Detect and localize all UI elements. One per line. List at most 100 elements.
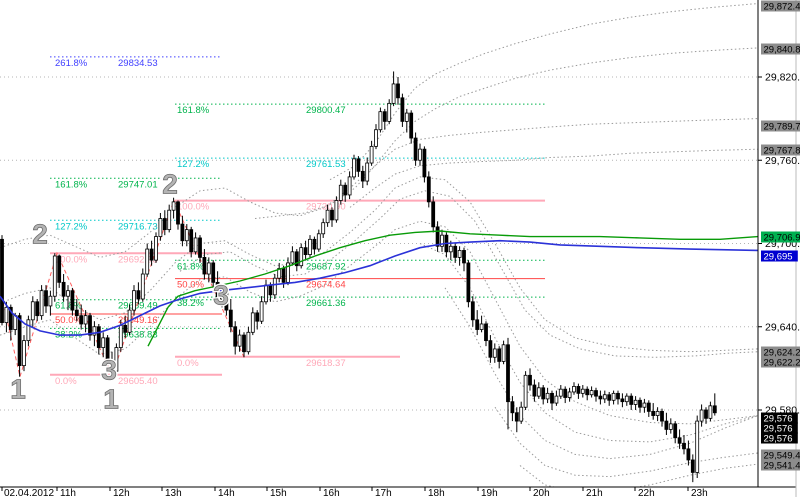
candle-bear xyxy=(550,392,554,404)
candle-bull xyxy=(193,237,198,253)
candle-bear xyxy=(466,262,471,303)
candle-bull xyxy=(699,409,704,422)
wave-number-halo: 1 xyxy=(10,373,26,404)
price-badge-label: 29,706.9 xyxy=(764,233,800,244)
candle-bull xyxy=(184,229,189,242)
candle-bull xyxy=(83,315,88,325)
hour-label: 18h xyxy=(428,488,445,497)
candle-bull xyxy=(378,111,383,131)
candle-bear xyxy=(638,399,642,408)
candle-bull xyxy=(589,390,594,396)
fib-level-value-label: 29834.53 xyxy=(118,58,158,69)
wave-number: 3 xyxy=(101,354,117,385)
candle-bull xyxy=(655,410,660,416)
fib-level-value-label: 29638.83 xyxy=(118,329,158,340)
candle-bull xyxy=(101,337,106,348)
candle-bear xyxy=(96,326,101,348)
band-mid-1 xyxy=(0,176,758,353)
price-badge-black xyxy=(761,422,798,434)
price-badge-gray xyxy=(761,43,800,55)
hour-label: 13h xyxy=(165,488,182,497)
hour-label: 20h xyxy=(533,488,550,497)
hour-label: 11h xyxy=(60,488,76,497)
candle-bear xyxy=(541,387,546,400)
candle-bear xyxy=(228,309,233,328)
candle-bear xyxy=(211,262,216,283)
candle-bull xyxy=(545,392,550,400)
fib-level-value-label: 29730.90 xyxy=(306,202,346,213)
candle-bull xyxy=(26,319,31,342)
price-badge-label: 29,789.7 xyxy=(764,122,800,133)
candle-bull xyxy=(668,423,673,430)
candle-bull xyxy=(391,83,396,104)
ma-green xyxy=(147,230,758,347)
fib-level-pct-label: 261.8% xyxy=(55,58,88,69)
candle-bull xyxy=(642,402,647,408)
candle-bear xyxy=(484,323,488,342)
price-badge-label: 29,767.8 xyxy=(764,146,800,157)
candle-bear xyxy=(35,301,40,317)
price-badge-label: 29,622.2 xyxy=(764,358,800,369)
candle-bull xyxy=(118,324,123,348)
candle-bear xyxy=(343,184,348,196)
candle-bull xyxy=(264,284,268,303)
fib-level-pct-label: 50.0% xyxy=(177,280,204,291)
wave-number: 3 xyxy=(213,279,229,310)
candle-bull xyxy=(457,250,462,258)
candle-bull xyxy=(365,162,370,182)
candle-bear xyxy=(510,401,515,414)
candle-bear xyxy=(563,388,568,398)
price-badge-label: 29,541.4 xyxy=(764,461,800,472)
candle-bull xyxy=(501,344,506,362)
fib-level-value-label: 29692.93 xyxy=(118,254,158,265)
price-badge-gray xyxy=(761,120,800,132)
candle-bear xyxy=(690,459,695,473)
candle-bear xyxy=(268,284,273,296)
candle-bull xyxy=(404,112,409,122)
candle-bull xyxy=(567,391,572,398)
candle-bull xyxy=(523,374,528,408)
candle-bull xyxy=(611,392,616,401)
hour-label: 17h xyxy=(375,488,392,497)
candle-bull xyxy=(352,158,356,178)
fib-level-pct-label: 61.8% xyxy=(55,301,82,312)
price-badge-gray xyxy=(761,144,800,156)
candle-bear xyxy=(704,409,708,419)
price-badge-label: 29,576 xyxy=(764,414,793,425)
candle-bull xyxy=(519,406,524,422)
candle-bear xyxy=(0,238,4,323)
candle-bear xyxy=(8,306,13,330)
price-axis[interactable]: 29,820.029,760.029,700.029,640.029,580.0… xyxy=(758,0,800,472)
candle-bull xyxy=(374,129,378,147)
candle-bear xyxy=(453,245,458,258)
candle-bear xyxy=(514,412,519,422)
candle-bear xyxy=(532,384,537,397)
candle-bear xyxy=(360,170,365,182)
candle-bear xyxy=(136,290,141,300)
candle-bull xyxy=(418,148,422,161)
candle-bull xyxy=(22,340,26,367)
candle-bear xyxy=(255,312,260,322)
ma-blue xyxy=(0,239,758,336)
candle-bull xyxy=(13,315,18,330)
candlesticks xyxy=(0,71,717,483)
candle-bull xyxy=(171,201,176,211)
candle-bear xyxy=(242,334,246,353)
candle-bull xyxy=(554,395,559,404)
price-badge-label: 29,695 xyxy=(764,252,793,263)
fib-level-value-label: 29747.01 xyxy=(118,179,158,190)
fib-level-value-label: 29659.49 xyxy=(118,301,158,312)
candle-bear xyxy=(281,268,286,283)
time-axis[interactable]: 02.04.2012 11h 12h 13h 14h 15h 16h 17h 18h 19h 20h… xyxy=(1,487,708,497)
candle-bear xyxy=(162,218,167,231)
candle-bear xyxy=(44,290,48,307)
candle-bull xyxy=(316,233,321,250)
candle-bear xyxy=(435,226,440,247)
wave-number: 1 xyxy=(103,383,119,414)
candle-bear xyxy=(712,405,717,414)
fib-level-value-label: 29716.73 xyxy=(118,221,158,232)
fib-level-value-label: 29618.37 xyxy=(306,358,346,369)
